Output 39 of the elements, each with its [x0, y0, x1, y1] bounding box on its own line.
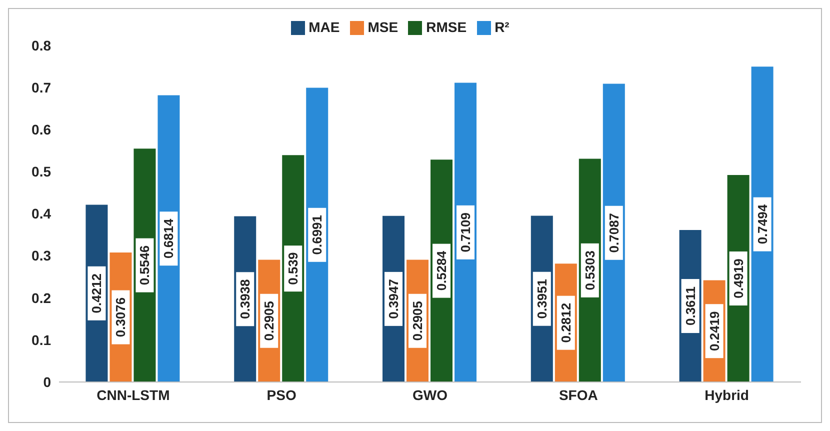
y-tick-label: 0 [43, 374, 52, 390]
data-label: 0.6991 [310, 215, 325, 255]
data-label: 0.6814 [161, 218, 176, 258]
data-label: 0.2905 [262, 300, 277, 341]
data-label: 0.3938 [238, 279, 253, 320]
data-label: 0.539 [286, 252, 301, 285]
data-label: 0.7109 [458, 212, 474, 252]
legend-label: R² [494, 19, 510, 35]
data-label: 0.4212 [89, 273, 104, 314]
legend-label: MAE [308, 19, 340, 35]
x-tick-label: CNN-LSTM [96, 386, 170, 403]
x-tick-label: SFOA [558, 386, 598, 403]
data-label: 0.2905 [410, 300, 426, 341]
data-label: 0.3947 [386, 279, 402, 319]
data-label: 0.2812 [558, 302, 574, 343]
data-label: 0.5284 [434, 250, 450, 291]
data-label: 0.3076 [113, 297, 128, 338]
data-label: 0.4919 [730, 258, 746, 298]
y-tick-label: 0.8 [32, 37, 52, 54]
data-label: 0.5303 [582, 250, 598, 290]
legend-label: MSE [368, 19, 398, 35]
x-tick-label: Hybrid [704, 386, 749, 403]
data-label: 0.2419 [706, 311, 722, 351]
legend-label: RMSE [426, 19, 467, 35]
data-label: 0.3611 [682, 286, 698, 326]
bar [751, 66, 774, 382]
y-tick-label: 0.4 [32, 206, 52, 222]
y-tick-label: 0.7 [32, 79, 52, 96]
y-tick-label: 0.3 [32, 248, 52, 264]
data-label: 0.7087 [606, 212, 622, 253]
x-tick-label: GWO [412, 386, 448, 403]
data-label: 0.5546 [137, 245, 152, 286]
y-tick-label: 0.2 [32, 290, 52, 306]
data-label: 0.3951 [534, 278, 550, 319]
y-tick-label: 0.5 [32, 164, 52, 180]
x-tick-label: PSO [266, 386, 296, 403]
y-tick-label: 0.1 [32, 332, 52, 348]
y-tick-label: 0.6 [32, 121, 52, 138]
data-label: 0.7494 [754, 204, 770, 244]
